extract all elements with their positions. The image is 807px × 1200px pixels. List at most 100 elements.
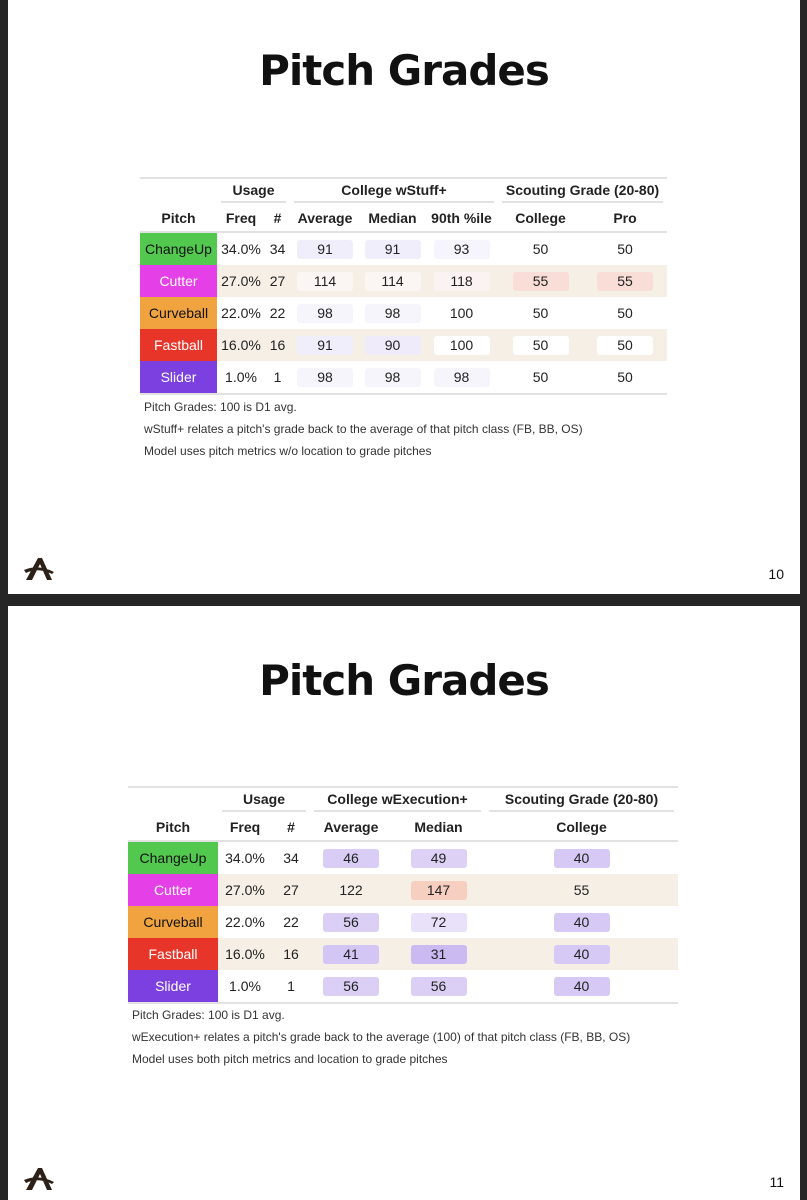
- table-row: Curveball 22.0% 22 56 72 40: [128, 906, 678, 938]
- value-cell: 22: [272, 906, 310, 938]
- group-header: Usage: [217, 177, 290, 205]
- note: wStuff+ relates a pitch's grade back to …: [144, 422, 583, 436]
- cell-value: 98: [297, 303, 353, 323]
- value-cell: 22.0%: [218, 906, 272, 938]
- cell-value: 34: [269, 241, 286, 257]
- group-label: College wStuff+: [294, 182, 495, 203]
- cell-value: 22.0%: [221, 305, 261, 321]
- pitch-cell: Slider: [140, 361, 217, 395]
- cell-value: 98: [433, 367, 490, 387]
- cell-value: 40: [553, 848, 610, 868]
- value-cell: 1.0%: [217, 361, 265, 395]
- value-cell: 1: [272, 970, 310, 1004]
- cell-value: 56: [323, 912, 379, 932]
- header-row: Pitch Freq # Average Median College: [128, 814, 678, 842]
- cell-value: 55: [597, 271, 654, 291]
- value-cell: 40: [485, 970, 678, 1004]
- value-cell: 50: [498, 329, 583, 361]
- cell-value: 22.0%: [225, 914, 265, 930]
- value-cell: 50: [498, 297, 583, 329]
- value-cell: 114: [290, 265, 360, 297]
- cell-value: 100: [433, 303, 490, 323]
- group-header: [128, 786, 218, 814]
- cell-value: 50: [597, 335, 654, 355]
- column-header: Freq: [218, 814, 272, 842]
- pitch-cell: Curveball: [140, 297, 217, 329]
- value-cell: 41: [310, 938, 392, 970]
- cell-value: 1.0%: [225, 369, 257, 385]
- cell-value: 93: [433, 239, 490, 259]
- slide: Pitch Grades Usage College wStuff+ Scoutin…: [8, 0, 800, 594]
- value-cell: 49: [392, 841, 485, 874]
- column-header: Average: [290, 205, 360, 233]
- cell-value: 55: [573, 882, 590, 898]
- cell-value: 72: [410, 912, 467, 932]
- value-cell: 31: [392, 938, 485, 970]
- group-header: College wExecution+: [310, 786, 485, 814]
- grades-table: Usage College wStuff+ Scouting Grade (20-8…: [140, 177, 668, 395]
- cell-value: 56: [410, 976, 467, 996]
- group-label: College wExecution+: [314, 791, 481, 812]
- value-cell: 100: [425, 297, 498, 329]
- value-cell: 16: [265, 329, 290, 361]
- column-header: Pitch: [128, 814, 218, 842]
- cell-value: 118: [433, 271, 490, 291]
- cell-value: 46: [323, 848, 379, 868]
- group-label: Usage: [221, 182, 286, 203]
- column-header: Freq: [217, 205, 265, 233]
- cell-value: 56: [323, 976, 379, 996]
- value-cell: 46: [310, 841, 392, 874]
- group-header: [140, 177, 217, 205]
- table-row: Slider 1.0% 1 98 98 98 50 50: [140, 361, 668, 395]
- note: Model uses both pitch metrics and locati…: [132, 1052, 448, 1066]
- page-number: 11: [769, 1174, 784, 1190]
- slide-title: Pitch Grades: [259, 656, 550, 705]
- cell-value: 27: [283, 882, 299, 898]
- value-cell: 72: [392, 906, 485, 938]
- cell-value: 98: [364, 367, 421, 387]
- cell-value: 50: [597, 239, 654, 259]
- value-cell: 56: [392, 970, 485, 1004]
- value-cell: 55: [498, 265, 583, 297]
- cell-value: 16: [283, 946, 299, 962]
- slide: Pitch Grades Usage College wExecution+ Sco…: [8, 606, 800, 1200]
- value-cell: 98: [360, 297, 425, 329]
- group-header: Scouting Grade (20-80): [498, 177, 668, 205]
- column-header: Pitch: [140, 205, 217, 233]
- value-cell: 90: [360, 329, 425, 361]
- cell-value: 50: [597, 303, 654, 323]
- cell-value: 50: [512, 303, 569, 323]
- table-row: Fastball 16.0% 16 41 31 40: [128, 938, 678, 970]
- cell-value: 50: [512, 335, 569, 355]
- cell-value: 91: [364, 239, 421, 259]
- pitch-cell: Fastball: [140, 329, 217, 361]
- pitch-cell: Cutter: [128, 874, 218, 906]
- table-row: Cutter 27.0% 27 114 114 118 55 55: [140, 265, 668, 297]
- value-cell: 98: [290, 297, 360, 329]
- value-cell: 50: [583, 232, 667, 265]
- logo: [24, 558, 54, 580]
- table-row: Slider 1.0% 1 56 56 40: [128, 970, 678, 1004]
- value-cell: 40: [485, 841, 678, 874]
- cell-value: 16.0%: [225, 946, 265, 962]
- table-row: Fastball 16.0% 16 91 90 100 50 50: [140, 329, 668, 361]
- note: Model uses pitch metrics w/o location to…: [144, 444, 432, 458]
- value-cell: 50: [583, 329, 667, 361]
- value-cell: 55: [583, 265, 667, 297]
- column-header: Median: [360, 205, 425, 233]
- cell-value: 91: [297, 239, 353, 259]
- cell-value: 98: [364, 303, 421, 323]
- cell-value: 22: [283, 914, 299, 930]
- slide-title: Pitch Grades: [259, 46, 550, 95]
- pitch-cell: ChangeUp: [128, 841, 218, 874]
- value-cell: 91: [290, 232, 360, 265]
- cell-value: 27: [269, 273, 286, 289]
- cell-value: 22: [269, 305, 286, 321]
- table-row: ChangeUp 34.0% 34 46 49 40: [128, 841, 678, 874]
- value-cell: 16: [272, 938, 310, 970]
- value-cell: 1.0%: [218, 970, 272, 1004]
- cell-value: 27.0%: [225, 882, 265, 898]
- cell-value: 50: [512, 367, 569, 387]
- value-cell: 27.0%: [218, 874, 272, 906]
